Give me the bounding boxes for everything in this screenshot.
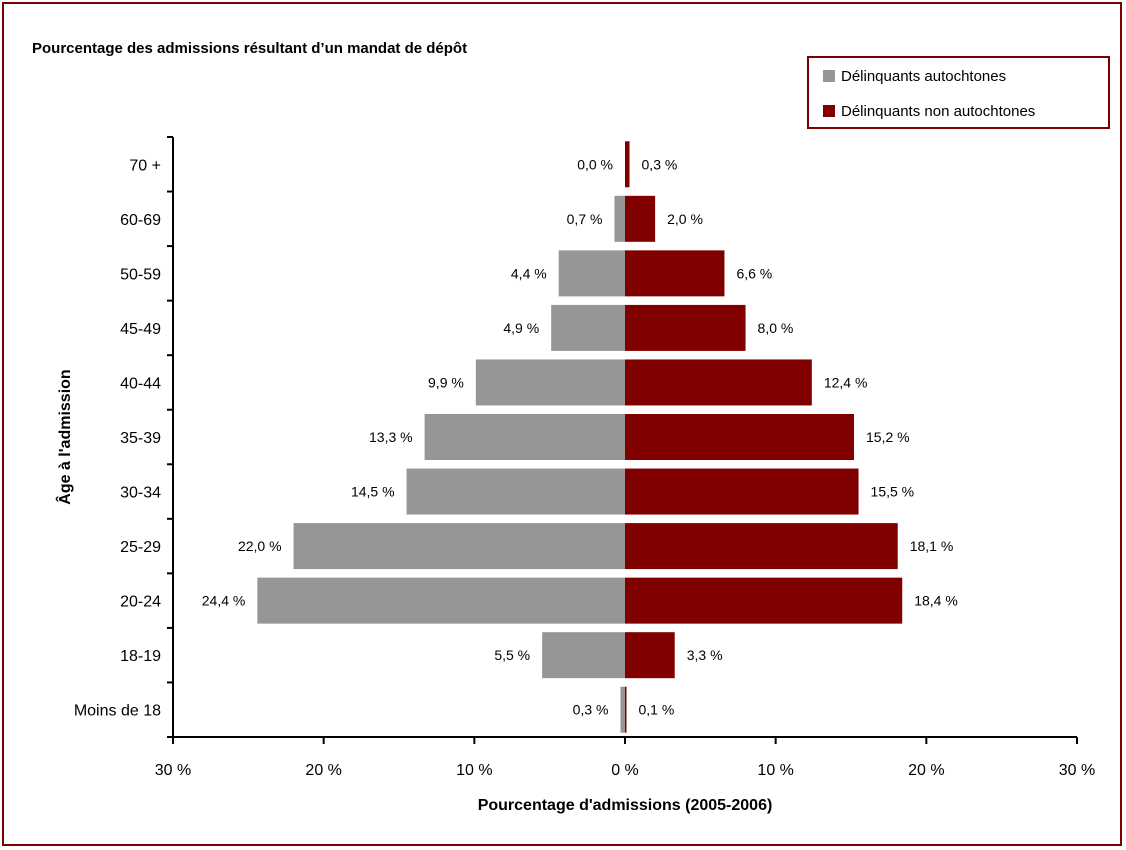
bar-autochtones — [614, 195, 625, 242]
x-tick-label: 10 % — [757, 762, 793, 779]
data-label-non-autochtones: 15,2 % — [866, 429, 910, 445]
bar-non-autochtones — [625, 632, 675, 679]
data-label-non-autochtones: 3,3 % — [687, 647, 723, 663]
data-label-non-autochtones: 18,1 % — [910, 538, 954, 554]
x-tick-label: 10 % — [456, 762, 492, 779]
bar-autochtones — [293, 523, 625, 570]
bar-autochtones — [620, 686, 625, 733]
y-tick-label: 70 + — [129, 157, 161, 174]
chart-legend: Délinquants autochtones Délinquants non … — [807, 56, 1110, 129]
legend-item-autochtones: Délinquants autochtones — [823, 66, 1006, 86]
data-label-non-autochtones: 18,4 % — [914, 593, 958, 609]
bar-autochtones — [257, 577, 625, 624]
data-label-autochtones: 0,3 % — [573, 702, 609, 718]
legend-item-non-autochtones: Délinquants non autochtones — [823, 101, 1035, 121]
data-label-autochtones: 4,4 % — [511, 265, 547, 281]
data-label-non-autochtones: 0,3 % — [642, 156, 678, 172]
data-label-autochtones: 24,4 % — [202, 593, 246, 609]
bar-non-autochtones — [625, 414, 855, 460]
bar-autochtones — [475, 359, 625, 406]
bar-non-autochtones — [625, 195, 656, 242]
legend-swatch-non-autochtones — [823, 105, 835, 117]
y-tick-label: 60-69 — [120, 212, 161, 229]
data-label-non-autochtones: 6,6 % — [736, 265, 772, 281]
data-label-non-autochtones: 8,0 % — [758, 320, 794, 336]
bar-autochtones — [542, 632, 625, 679]
data-label-autochtones: 14,5 % — [351, 484, 395, 500]
data-label-autochtones: 0,0 % — [577, 156, 613, 172]
legend-swatch-autochtones — [823, 70, 835, 82]
bar-non-autochtones — [625, 250, 725, 297]
bar-non-autochtones — [625, 304, 746, 351]
bar-autochtones — [424, 414, 625, 460]
bar-non-autochtones — [625, 359, 812, 406]
y-axis-title: Âge à l'admission — [55, 369, 74, 504]
bar-autochtones — [558, 250, 625, 297]
x-tick-label: 30 % — [155, 762, 191, 779]
y-tick-label: 45-49 — [120, 321, 161, 338]
x-axis-title: Pourcentage d'admissions (2005-2006) — [478, 797, 773, 814]
data-label-autochtones: 22,0 % — [238, 538, 282, 554]
x-tick-label: 30 % — [1059, 762, 1095, 779]
y-tick-label: 25-29 — [120, 539, 161, 556]
bar-non-autochtones — [625, 686, 627, 733]
x-tick-label: 20 % — [305, 762, 341, 779]
x-tick-label: 0 % — [611, 762, 639, 779]
data-label-autochtones: 5,5 % — [494, 647, 530, 663]
y-tick-label: 35-39 — [120, 430, 161, 447]
y-tick-label: 18-19 — [120, 648, 161, 665]
bar-non-autochtones — [625, 141, 630, 188]
data-label-autochtones: 0,7 % — [567, 211, 603, 227]
data-label-autochtones: 13,3 % — [369, 429, 413, 445]
bar-non-autochtones — [625, 468, 859, 515]
y-tick-label: Moins de 18 — [74, 703, 161, 720]
x-tick-label: 20 % — [908, 762, 944, 779]
chart-title: Pourcentage des admissions résultant d’u… — [32, 40, 468, 57]
bar-autochtones — [406, 468, 625, 515]
bar-non-autochtones — [625, 523, 898, 570]
data-label-non-autochtones: 12,4 % — [824, 374, 868, 390]
data-label-non-autochtones: 0,1 % — [639, 702, 675, 718]
data-label-autochtones: 9,9 % — [428, 374, 464, 390]
bar-non-autochtones — [625, 577, 903, 624]
y-tick-label: 50-59 — [120, 266, 161, 283]
data-label-non-autochtones: 2,0 % — [667, 211, 703, 227]
y-tick-label: 20-24 — [120, 594, 161, 611]
data-label-autochtones: 4,9 % — [503, 320, 539, 336]
y-tick-label: 30-34 — [120, 485, 161, 502]
y-tick-label: 40-44 — [120, 375, 161, 392]
bar-autochtones — [551, 304, 625, 351]
legend-label-autochtones: Délinquants autochtones — [841, 67, 1007, 85]
legend-label-non-autochtones: Délinquants non autochtones — [841, 102, 1036, 120]
data-label-non-autochtones: 15,5 % — [871, 484, 915, 500]
